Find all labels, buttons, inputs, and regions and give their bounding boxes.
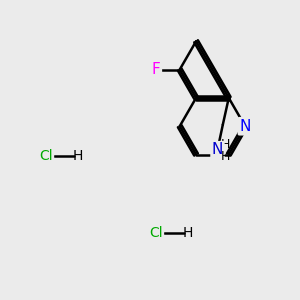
Text: Cl: Cl: [149, 226, 163, 240]
Text: H: H: [73, 149, 83, 163]
Text: N: N: [212, 142, 223, 158]
Text: H: H: [183, 226, 193, 240]
Text: Cl: Cl: [39, 149, 53, 163]
Text: F: F: [152, 62, 160, 77]
Text: N: N: [239, 119, 251, 134]
Text: H: H: [221, 138, 230, 151]
Text: H: H: [221, 150, 230, 163]
